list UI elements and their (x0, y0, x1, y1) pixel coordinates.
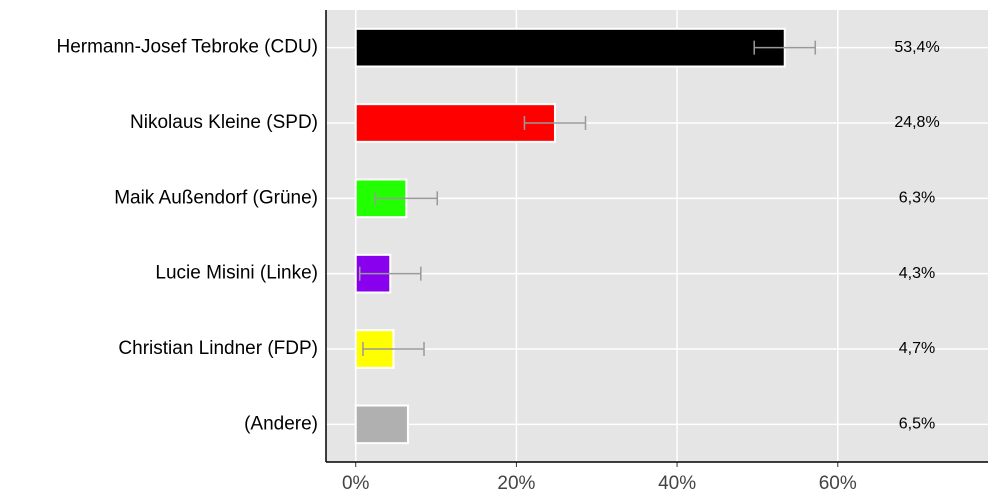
x-tick-label: 60% (819, 473, 857, 494)
bar (354, 404, 409, 445)
y-tick-label: Nikolaus Kleine (SPD) (130, 112, 318, 133)
value-label: 4,3% (899, 265, 935, 282)
y-tick-label: Hermann-Josef Tebroke (CDU) (56, 37, 318, 58)
value-label: 53,4% (894, 39, 939, 56)
plot-background (326, 10, 988, 462)
value-label: 4,7% (899, 340, 935, 357)
y-tick-label: Christian Lindner (FDP) (118, 338, 318, 359)
error-bar (358, 266, 422, 281)
y-tick-label: Lucie Misini (Linke) (155, 263, 318, 284)
error-bar (753, 40, 817, 55)
y-tick-label: (Andere) (244, 413, 318, 434)
error-bar (523, 116, 587, 130)
x-tick-label: 20% (497, 473, 535, 494)
error-bar (362, 342, 425, 356)
error-bar (374, 191, 439, 206)
bar (354, 103, 556, 143)
x-tick-label: 40% (658, 473, 696, 494)
y-tick-label: Maik Außendorf (Grüne) (114, 187, 318, 208)
bar (354, 27, 786, 68)
value-label: 6,3% (899, 190, 935, 207)
value-label: 6,5% (899, 416, 935, 433)
x-tick-label: 0% (342, 473, 370, 494)
value-label: 24,8% (894, 114, 939, 131)
